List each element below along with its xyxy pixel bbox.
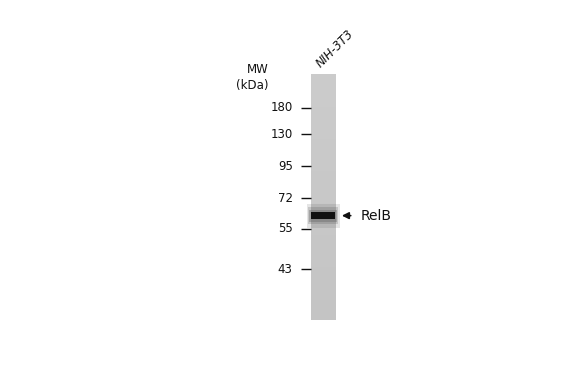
Text: 43: 43 — [278, 263, 293, 276]
Text: MW: MW — [247, 63, 269, 76]
Bar — [307, 204, 339, 228]
Bar — [308, 207, 338, 224]
Text: 95: 95 — [278, 160, 293, 173]
Bar — [309, 209, 337, 222]
Text: 72: 72 — [278, 192, 293, 204]
Text: 55: 55 — [278, 222, 293, 235]
Text: RelB: RelB — [360, 209, 391, 223]
Text: NIH-3T3: NIH-3T3 — [314, 27, 357, 70]
Text: (kDa): (kDa) — [236, 79, 269, 92]
Text: 130: 130 — [271, 128, 293, 141]
Text: 180: 180 — [271, 101, 293, 115]
Bar — [311, 212, 335, 219]
